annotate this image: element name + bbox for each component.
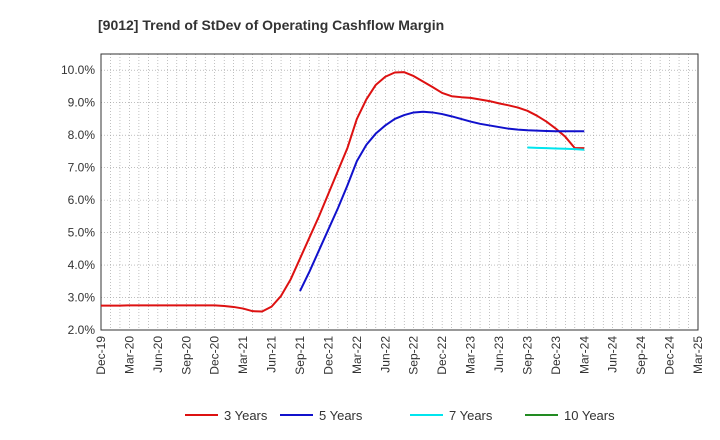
x-tick-label: Mar-23 <box>464 336 478 374</box>
x-tick-label: Dec-23 <box>549 336 563 375</box>
y-tick-label: 4.0% <box>68 258 96 272</box>
legend-label-5-years: 5 Years <box>319 408 363 423</box>
x-tick-label: Sep-23 <box>520 336 534 375</box>
x-tick-label: Jun-22 <box>378 336 392 373</box>
x-tick-label: Dec-19 <box>94 336 108 375</box>
x-tick-label: Dec-20 <box>208 336 222 375</box>
x-tick-label: Mar-21 <box>236 336 250 374</box>
y-tick-label: 6.0% <box>68 193 96 207</box>
x-tick-label: Sep-20 <box>179 336 193 375</box>
x-tick-label: Jun-20 <box>151 336 165 373</box>
x-tick-label: Jun-21 <box>265 336 279 373</box>
x-tick-label: Dec-21 <box>321 336 335 375</box>
y-tick-label: 2.0% <box>68 323 96 337</box>
x-tick-label: Dec-22 <box>435 336 449 375</box>
plot-area: 2.0% 3.0% 4.0% 5.0% 6.0% 7.0% 8.0% 9.0% 10.0% Dec… <box>61 53 705 375</box>
y-tick-label: 8.0% <box>68 128 96 142</box>
x-tick-label: Mar-20 <box>122 336 136 374</box>
x-tick-label: Mar-22 <box>350 336 364 374</box>
chart-title: [9012] Trend of StDev of Operating Cashf… <box>98 17 444 33</box>
x-tick-label: Sep-21 <box>293 336 307 375</box>
y-tick-label: 10.0% <box>61 63 95 77</box>
legend-label-10-years: 10 Years <box>564 408 615 423</box>
x-tick-label: Mar-25 <box>691 336 705 374</box>
x-tick-label: Jun-24 <box>606 336 620 373</box>
y-tick-label: 9.0% <box>68 96 96 110</box>
x-tick-label: Mar-24 <box>577 336 591 374</box>
x-tick-label: Sep-22 <box>407 336 421 375</box>
y-tick-label: 7.0% <box>68 161 96 175</box>
y-tick-label: 5.0% <box>68 226 96 240</box>
series-line-7-years <box>527 146 585 151</box>
y-tick-label: 3.0% <box>68 291 96 305</box>
legend-label-3-years: 3 Years <box>224 408 268 423</box>
x-tick-label: Sep-24 <box>634 336 648 375</box>
x-tick-label: Jun-23 <box>492 336 506 373</box>
plot-border <box>100 53 699 331</box>
legend: 3 Years 5 Years 7 Years 10 Years <box>185 408 615 423</box>
series-line-3-years <box>101 71 585 313</box>
legend-label-7-years: 7 Years <box>449 408 493 423</box>
plot-background <box>101 54 698 330</box>
series-line-5-years <box>299 110 585 292</box>
x-tick-label: Dec-24 <box>663 336 677 375</box>
